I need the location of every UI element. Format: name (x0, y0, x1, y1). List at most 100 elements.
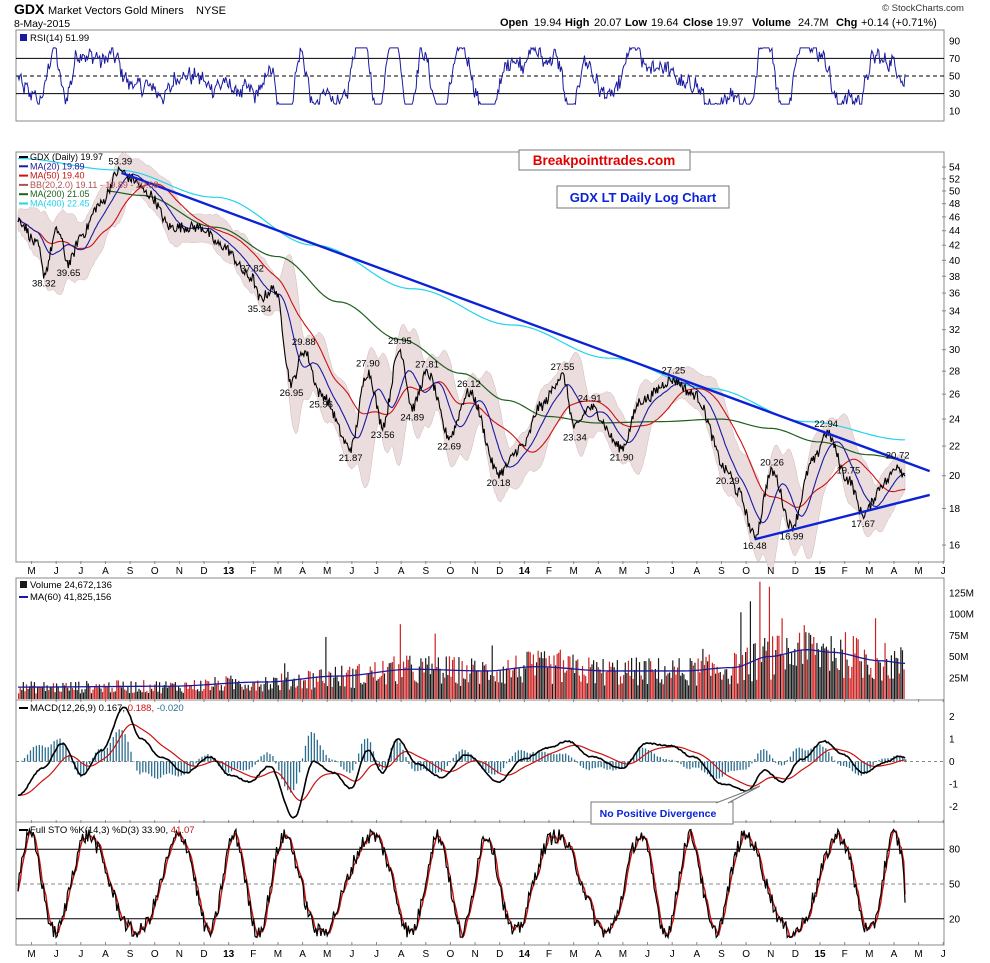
volume-bar (600, 673, 603, 699)
volume-bar (168, 686, 170, 699)
volume-bar (456, 683, 458, 699)
price-y-tick-label: 46 (949, 212, 961, 223)
stochastic-x-tick-label: F (250, 949, 256, 960)
macd-histogram-bar (446, 761, 449, 766)
volume-bar (231, 679, 234, 699)
title-annotation: GDX LT Daily Log Chart (556, 185, 730, 209)
volume-bar (410, 664, 413, 699)
macd-histogram-bar (440, 761, 443, 772)
volume-bar (627, 660, 630, 699)
high-value: 20.07 (594, 17, 622, 29)
volume-bar (619, 676, 622, 699)
macd-histogram-bar (499, 761, 502, 772)
volume-bar (341, 665, 343, 699)
volume-bar (428, 656, 430, 699)
volume-bar (474, 660, 476, 699)
volume-bar (581, 665, 584, 699)
volume-bar (155, 681, 158, 699)
macd-histogram-bar (633, 755, 635, 762)
volume-bar (832, 661, 834, 699)
price-pivot-label: 21.87 (339, 453, 363, 464)
volume-bar (895, 657, 897, 699)
volume-bar (364, 682, 367, 699)
macd-histogram-bar (467, 752, 469, 762)
volume-bar (729, 684, 731, 699)
site-annotation-box (518, 149, 691, 171)
macd-histogram-bar (328, 758, 330, 762)
volume-bar (101, 692, 104, 699)
macd-histogram-bar (426, 761, 428, 772)
volume-bar (621, 683, 623, 699)
volume-legend-text: Volume 24,672,136 (30, 580, 112, 591)
stochastic-x-tick-label: J (645, 949, 650, 960)
volume-bar (578, 675, 580, 699)
rsi-legend-text: RSI(14) 51.99 (30, 33, 89, 44)
volume-bar (767, 641, 769, 699)
stochastic-legend-group: Full STO %K(14,3) %D(3) 33.90, 41.07 (30, 825, 195, 836)
price-legend-item: MA(400) 22.45 (30, 199, 90, 209)
volume-bar (789, 664, 791, 699)
volume-bar (158, 682, 161, 699)
macd-histogram-bar (473, 758, 475, 762)
stochastic-x-tick-label: N (767, 949, 774, 960)
volume-bar (394, 681, 397, 699)
ma20-line (17, 173, 906, 524)
price-y-tick-label: 32 (949, 325, 961, 336)
macd-histogram-bar (638, 748, 641, 762)
volume-bar (569, 656, 571, 699)
volume-bar (299, 678, 302, 699)
site-annotation-text: Breakpointtrades.com (533, 153, 676, 168)
ticker-symbol: GDX (14, 1, 45, 17)
macd-histogram-bar (239, 761, 242, 771)
macd-histogram-bar (884, 758, 886, 762)
macd-signal-line (17, 723, 906, 802)
stochastic-x-tick-label: A (891, 949, 898, 960)
volume-bar (836, 668, 839, 699)
volume-bar (862, 677, 864, 699)
volume-bar (795, 665, 797, 699)
volume-bar (331, 686, 333, 699)
volume-y-tick-label: 75M (949, 631, 968, 642)
volume-bar (824, 648, 826, 699)
macd-histogram-bar (677, 761, 679, 763)
macd-histogram-bar (866, 761, 868, 772)
macd-legend: MACD(12,26,9) 0.167, 0.188, -0.020 (19, 703, 184, 714)
macd-histogram-bar (322, 749, 324, 762)
divergence-callout-text: No Positive Divergence (600, 808, 717, 820)
price-pivot-label: 39.65 (57, 268, 81, 279)
volume-bar (233, 689, 235, 699)
volume-bar (204, 679, 207, 699)
volume-bar (903, 669, 905, 699)
price-pivot-label: 20.18 (487, 478, 511, 489)
volume-bar (312, 673, 314, 699)
volume-bar (776, 635, 778, 699)
volume-bar (200, 680, 202, 699)
macd-histogram-bar (458, 751, 460, 762)
macd-histogram-bar (834, 760, 836, 762)
volume-bar (247, 684, 249, 699)
volume-bar (638, 662, 641, 699)
macd-histogram-bar (106, 747, 109, 762)
volume-bar (187, 688, 189, 699)
volume-bar (680, 675, 682, 699)
volume-bar (401, 677, 403, 699)
macd-histogram-bar (774, 761, 777, 763)
volume-bar (440, 683, 443, 699)
volume-bar (311, 689, 313, 699)
macd-histogram-bar (485, 761, 487, 771)
volume-bar (217, 680, 219, 699)
price-pivot-label: 29.95 (388, 336, 412, 347)
volume-bar (387, 666, 389, 699)
macd-histogram-bar (709, 761, 712, 777)
volume-bar (431, 663, 433, 699)
volume-bar (886, 659, 888, 699)
stochastic-x-tick-label: D (792, 949, 799, 960)
volume-bar (120, 687, 123, 699)
volume-bar (56, 683, 58, 699)
volume-bar (591, 664, 593, 699)
volume-bar (783, 655, 785, 699)
volume-bar (876, 658, 878, 699)
volume-bar (114, 691, 116, 699)
stochastic-x-tick-label: M (274, 949, 282, 960)
volume-bar (730, 675, 732, 699)
